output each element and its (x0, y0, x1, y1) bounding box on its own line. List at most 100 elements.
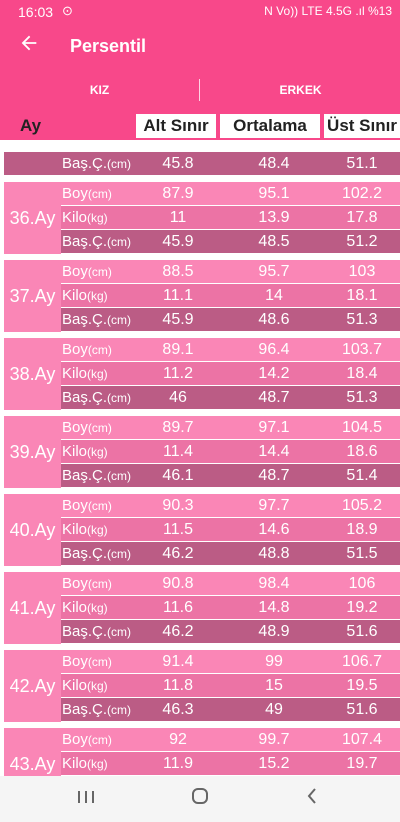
value-ortalama: 15.2 (258, 755, 290, 772)
row-bas: Baş.Ç.(cm) 46.2 48.8 51.5 (4, 542, 400, 565)
status-time: 16:03 (18, 4, 54, 20)
percentile-list[interactable]: Baş.Ç.(cm) 45.8 48.4 51.1 Boy(cm) 87.9 95.… (0, 140, 400, 776)
measure-unit: (cm) (107, 547, 132, 561)
sync-icon: ⊙ (62, 3, 73, 18)
value-ust-sinir: 51.4 (346, 467, 378, 484)
measure-label: Kilo (62, 287, 88, 304)
measure-unit: (cm) (87, 733, 112, 747)
measure-label: Kilo (62, 209, 88, 226)
back-arrow-icon[interactable] (14, 32, 44, 60)
age-group: Boy(cm) 89.7 97.1 104.5 Kilo(kg) 11.4 14.4 18.6… (4, 416, 400, 488)
measure-unit: (kg) (87, 289, 108, 303)
measure-label: Kilo (62, 443, 88, 460)
value-alt-sinir: 11.1 (163, 287, 193, 304)
tab-bar: KIZ ERKEK (0, 68, 400, 180)
value-ortalama: 48.9 (258, 623, 290, 640)
value-alt-sinir: 11.5 (163, 521, 193, 538)
row-boy: Boy(cm) 89.7 97.1 104.5 (4, 416, 400, 439)
measure-label: Kilo (62, 599, 88, 616)
recents-icon[interactable] (66, 786, 106, 812)
row-bas: Baş.Ç.(cm) 45.9 48.5 51.2 (4, 230, 400, 253)
value-ust-sinir: 51.3 (346, 311, 378, 328)
value-ortalama: 13.9 (258, 209, 290, 226)
value-ust-sinir: 19.7 (346, 755, 378, 772)
home-icon[interactable] (180, 786, 220, 812)
measure-unit: (kg) (87, 367, 108, 381)
measure-label: Baş.Ç. (62, 467, 108, 484)
value-alt-sinir: 92 (169, 731, 187, 748)
age-group: Boy(cm)9299.7107.4Kilo(kg)11.915.219.7Ba… (4, 728, 400, 776)
row-bas: Baş.Ç.(cm) 45.9 48.6 51.3 (4, 308, 400, 331)
value-ortalama: 99.7 (258, 731, 290, 748)
age-group: Boy(cm) 91.4 99 106.7 Kilo(kg) 11.8 15 19.5 Baş.… (4, 650, 400, 722)
back-icon[interactable] (292, 786, 332, 812)
value-alt-sinir: 11 (169, 209, 187, 226)
row-boy: Boy(cm) 88.5 95.7 103 (4, 260, 400, 283)
value-ortalama: 96.4 (258, 341, 290, 358)
row-kilo: Kilo(kg) 11.9 15.2 19.7 (4, 752, 400, 775)
age-cell: 43.Ay (4, 728, 61, 776)
tab-kiz[interactable]: KIZ (89, 83, 110, 97)
value-alt-sinir: 46.3 (162, 701, 194, 718)
age-cell: 40.Ay (4, 494, 61, 566)
tab-active-indicator (0, 176, 199, 180)
value-ust-sinir: 106 (348, 575, 376, 592)
value-ust-sinir: 103 (348, 263, 376, 280)
row-boy: Boy(cm) 91.4 99 106.7 (4, 650, 400, 673)
status-indicators: N Vo)) LTE 4.5G .ıl %13 (264, 4, 392, 18)
measure-label: Boy (62, 731, 88, 748)
value-alt-sinir: 90.3 (162, 497, 194, 514)
tab-erkek[interactable]: ERKEK (279, 83, 322, 97)
value-alt-sinir: 11.2 (163, 365, 193, 382)
value-ortalama: 49 (265, 701, 283, 718)
measure-unit: (cm) (87, 499, 112, 513)
value-ortalama: 14.6 (258, 521, 290, 538)
page-title: Persentil (70, 36, 147, 56)
measure-label: Boy (62, 185, 88, 202)
arrow-left-icon (21, 35, 37, 51)
measure-unit: (kg) (87, 679, 108, 693)
value-alt-sinir: 46.2 (162, 545, 194, 562)
value-ust-sinir: 105.2 (341, 497, 383, 514)
age-label: 38.Ay (9, 364, 56, 384)
age-cell: 38.Ay (4, 338, 61, 410)
measure-label: Kilo (62, 365, 88, 382)
value-alt-sinir: 45.9 (162, 233, 194, 250)
row-boy: Boy(cm) 90.8 98.4 106 (4, 572, 400, 595)
measure-label: Boy (62, 341, 88, 358)
value-alt-sinir: 11.8 (163, 677, 193, 694)
measure-unit: (cm) (107, 625, 132, 639)
value-ust-sinir: 51.6 (346, 623, 378, 640)
value-ust-sinir: 18.1 (346, 287, 378, 304)
measure-unit: (cm) (87, 655, 112, 669)
age-group: Boy(cm) 88.5 95.7 103 Kilo(kg) 11.1 14 18.1 Baş.… (4, 260, 400, 332)
measure-unit: (kg) (87, 757, 108, 771)
row-kilo: Kilo(kg) 11.6 14.8 19.2 (4, 596, 400, 619)
measure-unit: (cm) (107, 313, 132, 327)
value-ust-sinir: 19.5 (346, 677, 378, 694)
measure-label: Boy (62, 263, 88, 280)
measure-unit: (kg) (87, 523, 108, 537)
value-alt-sinir: 46.2 (162, 623, 194, 640)
value-ust-sinir: 18.9 (346, 521, 378, 538)
age-group: Boy(cm) 90.3 97.7 105.2 Kilo(kg) 11.5 14.6 18.9… (4, 494, 400, 566)
partial-group: Baş.Ç.(cm) 45.8 48.4 51.1 (4, 140, 400, 178)
row-bas: Baş.Ç.(cm) 46.1 48.7 51.4 (4, 464, 400, 487)
measure-label: Kilo (62, 521, 88, 538)
measure-label: Kilo (62, 677, 88, 694)
row-kilo: Kilo(kg) 11 13.9 17.8 (4, 206, 400, 229)
value-alt-sinir: 90.8 (162, 575, 194, 592)
value-ust-sinir: 104.5 (341, 419, 383, 436)
row-bas: Baş.Ç.(cm) 46.3 49 51.6 (4, 698, 400, 721)
header-ortalama: Ortalama (220, 114, 320, 138)
value-ortalama: 99 (265, 653, 283, 670)
age-label: 36.Ay (9, 208, 56, 228)
status-bar: 16:03 ⊙ N Vo)) LTE 4.5G .ıl %13 (0, 0, 400, 24)
value-ust-sinir: 102.2 (341, 185, 383, 202)
age-cell: 42.Ay (4, 650, 61, 722)
row-bas: Baş.Ç.(cm) 45.8 48.4 51.1 (4, 152, 400, 175)
value-ust-sinir: 17.8 (346, 209, 378, 226)
measure-unit: (cm) (87, 577, 112, 591)
value-ust-sinir: 19.2 (346, 599, 378, 616)
value-alt-sinir: 11.9 (163, 755, 193, 772)
